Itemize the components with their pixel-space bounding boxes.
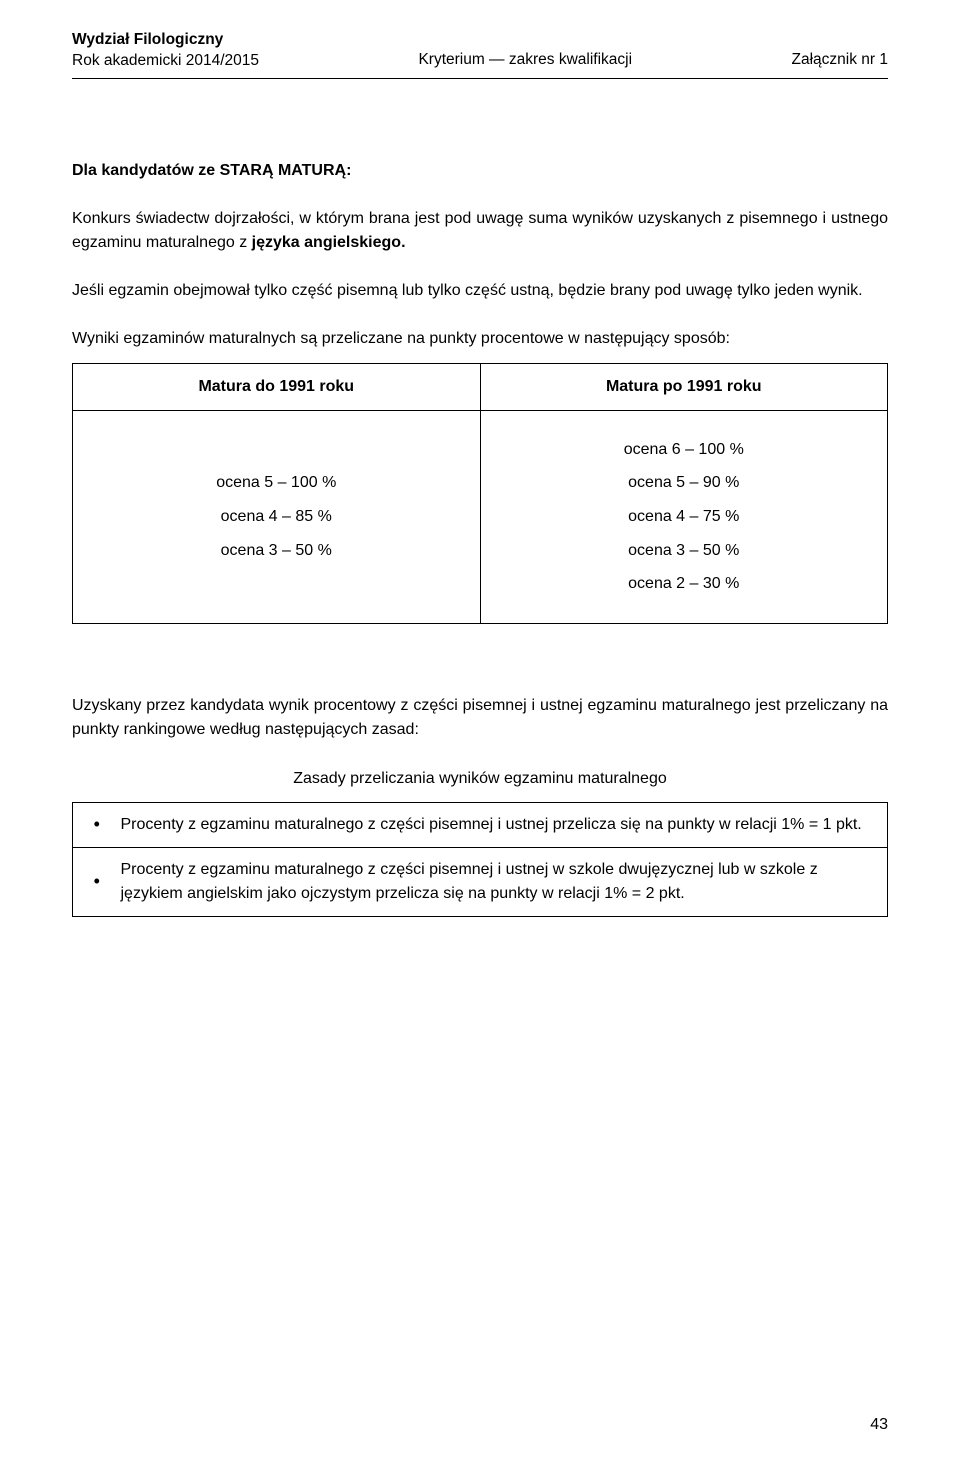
header-right: Załącznik nr 1 [792,30,888,72]
rules-row-text: Procenty z egzaminu maturalnego z części… [121,802,888,847]
rules-intro: Uzyskany przez kandydata wynik procentow… [72,694,888,742]
conversion-value: ocena 5 – 100 % [83,466,470,500]
conversion-table: Matura do 1991 roku Matura po 1991 roku … [72,363,888,624]
rules-subtitle: Zasady przeliczania wyników egzaminu mat… [72,770,888,788]
rules-row-text: Procenty z egzaminu maturalnego z części… [121,847,888,916]
conversion-cell-left: ocena 5 – 100 % ocena 4 – 85 % ocena 3 –… [73,410,481,623]
header-left: Wydział Filologiczny Rok akademicki 2014… [72,30,259,72]
conversion-value: ocena 4 – 75 % [491,500,878,534]
intro-para3: Wyniki egzaminów maturalnych są przelicz… [72,327,888,351]
header-year: Rok akademicki 2014/2015 [72,51,259,72]
table-row: • Procenty z egzaminu maturalnego z częś… [73,802,888,847]
page: Wydział Filologiczny Rok akademicki 2014… [0,0,960,1462]
intro-para1: Konkurs świadectw dojrzałości, w którym … [72,207,888,255]
intro-para1-text: Konkurs świadectw dojrzałości, w którym … [72,210,888,251]
rules-table: • Procenty z egzaminu maturalnego z częś… [72,802,888,917]
conversion-value: ocena 3 – 50 % [491,534,878,568]
bullet-icon: • [73,802,121,847]
conversion-value: ocena 2 – 30 % [491,567,878,601]
page-number: 43 [870,1416,888,1434]
intro-title: Dla kandydatów ze STARĄ MATURĄ: [72,159,888,183]
conversion-header-right: Matura po 1991 roku [480,363,888,410]
conversion-header-left: Matura do 1991 roku [73,363,481,410]
conversion-cell-right: ocena 6 – 100 % ocena 5 – 90 % ocena 4 –… [480,410,888,623]
main-content: Dla kandydatów ze STARĄ MATURĄ: Konkurs … [72,159,888,917]
header-center: Kryterium — zakres kwalifikacji [259,30,792,72]
conversion-value: ocena 4 – 85 % [83,500,470,534]
bullet-icon: • [73,847,121,916]
page-header: Wydział Filologiczny Rok akademicki 2014… [72,30,888,72]
table-row: • Procenty z egzaminu maturalnego z częś… [73,847,888,916]
conversion-value: ocena 5 – 90 % [491,466,878,500]
header-faculty: Wydział Filologiczny [72,30,259,51]
conversion-value: ocena 6 – 100 % [491,433,878,467]
header-divider [72,78,888,79]
intro-para2: Jeśli egzamin obejmował tylko część pise… [72,279,888,303]
table-row: ocena 5 – 100 % ocena 4 – 85 % ocena 3 –… [73,410,888,623]
table-row: Matura do 1991 roku Matura po 1991 roku [73,363,888,410]
intro-para1-bold: języka angielskiego. [252,234,406,251]
conversion-value: ocena 3 – 50 % [83,534,470,568]
